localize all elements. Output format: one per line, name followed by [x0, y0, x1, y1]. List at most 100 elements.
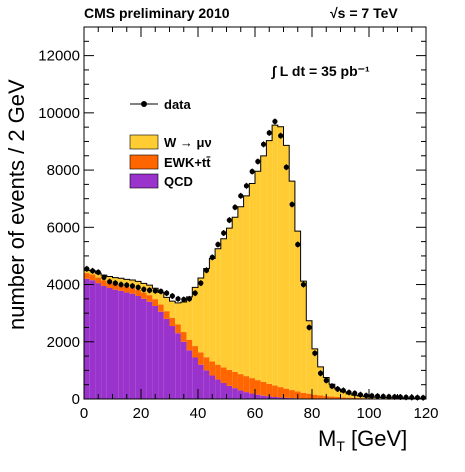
signal-bin [243, 195, 250, 377]
data-point [289, 201, 295, 208]
ewk-bin [101, 280, 107, 286]
signal-bin [317, 366, 324, 396]
data-point [107, 279, 113, 285]
data-point [255, 158, 261, 165]
qcd-bin [198, 364, 204, 399]
qcd-bin [192, 357, 198, 399]
signal-bin [163, 297, 170, 312]
ewk-bin [112, 283, 119, 290]
legend-swatch-signal [129, 134, 159, 150]
data-point [317, 370, 324, 376]
legend-swatch-ewk [129, 154, 159, 170]
qcd-bin [180, 341, 187, 399]
data-point [192, 290, 198, 296]
signal-bin [334, 389, 341, 398]
x-tick-label: 0 [80, 405, 88, 422]
data-point [266, 130, 272, 136]
signal-bin [272, 125, 278, 386]
ewk-bin [289, 390, 295, 399]
data-point [335, 386, 341, 392]
ewk-bin [175, 324, 181, 334]
ewk-bin [118, 285, 124, 291]
legend-label-qcd: QCD [164, 174, 193, 189]
header-right: √s = 7 TeV [330, 5, 398, 21]
data-point [129, 283, 136, 289]
ewk-bin [123, 286, 130, 293]
ewk-bin [198, 352, 204, 365]
legend: data W → μν EWK+tt̄ QCD [129, 97, 212, 189]
ewk-bin [163, 311, 170, 319]
qcd-bin [95, 283, 102, 399]
data-point [238, 193, 244, 199]
signal-bin [277, 126, 284, 388]
ewk-bin [249, 378, 255, 394]
data-point [278, 133, 284, 139]
qcd-bin [106, 287, 113, 399]
qcd-bin [272, 396, 278, 399]
data-point [323, 377, 329, 383]
data-point [221, 230, 227, 236]
signal-bin [180, 301, 187, 333]
qcd-bin [277, 397, 284, 399]
data-point [124, 282, 130, 288]
signal-bin [169, 301, 176, 318]
data-point [175, 296, 181, 302]
y-tick-label: 10000 [38, 105, 80, 122]
signal-bin [294, 231, 301, 392]
ewk-bin [192, 346, 198, 358]
ewk-bin [266, 383, 273, 397]
qcd-bin [243, 392, 250, 399]
ewk-bin [135, 289, 141, 296]
data-point [89, 268, 96, 274]
y-tick-label: 6000 [47, 219, 80, 236]
ewk-bin [84, 273, 90, 279]
ewk-bin [226, 369, 233, 386]
data-point [226, 217, 232, 223]
data-point [352, 390, 358, 396]
ewk-bin [283, 388, 290, 398]
qcd-bin [249, 393, 255, 399]
signal-bin [192, 287, 198, 347]
data-point [374, 393, 381, 399]
ewk-bin [346, 397, 352, 399]
signal-bin [220, 238, 227, 368]
ewk-bin [237, 374, 244, 391]
data-point [386, 394, 392, 400]
ewk-bin [186, 339, 193, 351]
signal-bin [232, 217, 238, 372]
ewk-bin [141, 292, 147, 299]
qcd-bin [101, 285, 107, 399]
signal-bin [237, 206, 244, 375]
data-point [101, 274, 107, 280]
signal-bin [329, 384, 335, 397]
qcd-bin [260, 395, 267, 399]
qcd-bin [203, 370, 210, 399]
data-point [397, 394, 403, 400]
data-point [420, 395, 426, 401]
data-point [392, 394, 398, 400]
data-point [95, 269, 101, 275]
signal-bin [283, 145, 290, 389]
header-left: CMS preliminary 2010 [84, 5, 230, 21]
signal-bin [249, 183, 255, 379]
signal-bin [198, 277, 204, 353]
ewk-bin [203, 357, 210, 371]
x-tick-label: 80 [304, 405, 321, 422]
data-point [369, 393, 375, 399]
legend-data-marker [141, 101, 147, 107]
signal-bin [346, 393, 352, 398]
qcd-bin [186, 350, 193, 399]
legend-label-signal: W → μν [164, 135, 212, 150]
qcd-bin [175, 333, 181, 399]
qcd-bin [152, 306, 159, 399]
data-point [169, 293, 175, 299]
qcd-bin [283, 397, 290, 399]
signal-bin [260, 155, 267, 382]
signal-bin [306, 320, 312, 394]
data-point [215, 241, 221, 248]
y-tick-label: 12000 [38, 48, 80, 65]
x-tick-label: 20 [133, 405, 150, 422]
ewk-bin [232, 371, 238, 389]
legend-swatch-qcd [129, 173, 159, 189]
ewk-bin [329, 396, 335, 399]
